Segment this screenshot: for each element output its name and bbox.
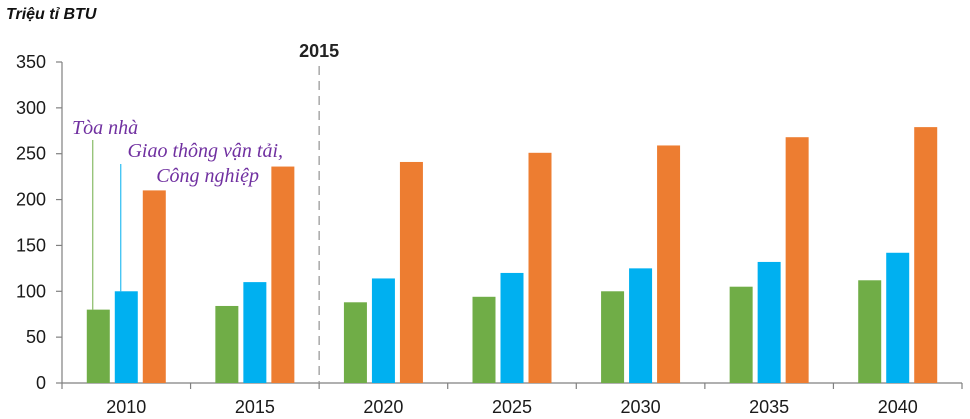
x-tick-label: 2025 <box>492 397 532 417</box>
forecast-divider-label: 2015 <box>299 41 339 61</box>
x-tick-label: 2015 <box>235 397 275 417</box>
x-tick-label: 2010 <box>106 397 146 417</box>
y-tick-label: 300 <box>16 98 46 118</box>
bar-2040-series-1 <box>858 280 882 383</box>
y-tick-label: 250 <box>16 144 46 164</box>
y-axis: 0 50 100 150 200 250 300 350 <box>16 52 63 393</box>
x-tick-label: 2040 <box>878 397 918 417</box>
bar-2040-series-2 <box>886 252 910 383</box>
x-tick-label: 2030 <box>621 397 661 417</box>
x-tick-label: 2020 <box>363 397 403 417</box>
bar-2030-series-1 <box>601 291 625 383</box>
x-tick-label: 2035 <box>749 397 789 417</box>
y-tick-label: 50 <box>26 327 46 347</box>
series-annotation-label: Công nghiệp <box>156 165 259 187</box>
y-axis-unit-label: Triệu tỉ BTU <box>6 6 97 23</box>
bar-2010-series-2 <box>114 291 138 383</box>
y-tick-label: 200 <box>16 190 46 210</box>
bar-2010-series-3 <box>142 190 166 383</box>
bar-2030-series-2 <box>629 268 653 383</box>
bar-2015-series-2 <box>243 282 267 383</box>
series-annotation-label: Giao thông vận tải, <box>127 140 283 162</box>
bar-2015-series-3 <box>271 166 295 383</box>
bar-2040-series-3 <box>914 127 938 383</box>
y-tick-label: 100 <box>16 281 46 301</box>
bar-2025-series-3 <box>528 152 552 383</box>
bar-2020-series-1 <box>343 302 367 383</box>
series-annotation-label: Tòa nhà <box>72 117 138 139</box>
bar-2030-series-3 <box>657 145 681 383</box>
bar-2035-series-2 <box>757 261 781 383</box>
bar-2020-series-3 <box>399 161 423 383</box>
bar-2020-series-2 <box>371 278 395 383</box>
bars <box>86 127 938 383</box>
x-axis: 2010 2015 2020 2025 2030 2035 2040 <box>61 382 963 417</box>
bar-2010-series-1 <box>86 309 110 383</box>
bar-2035-series-1 <box>729 286 753 383</box>
y-tick-label: 0 <box>36 373 46 393</box>
bar-2025-series-1 <box>472 296 496 383</box>
bar-2015-series-1 <box>215 305 239 383</box>
bar-2025-series-2 <box>500 272 524 383</box>
y-tick-label: 150 <box>16 235 46 255</box>
bar-2035-series-3 <box>785 137 809 383</box>
y-tick-label: 350 <box>16 52 46 72</box>
